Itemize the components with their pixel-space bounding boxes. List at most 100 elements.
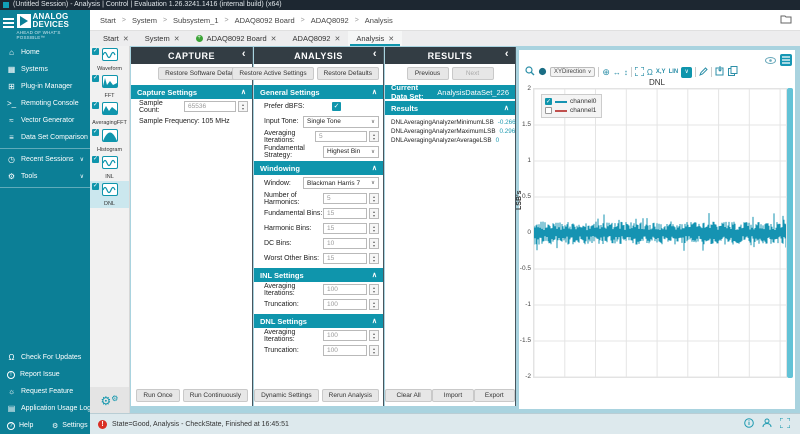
sidebar-item-tools[interactable]: ⚙Tools∨ (0, 168, 90, 185)
plugin-item-waveform[interactable]: ✓ Waveform (90, 46, 129, 73)
checkbox-checked-icon[interactable]: ✓ (92, 183, 99, 190)
close-icon[interactable]: ✕ (123, 35, 129, 43)
sidebar-item-report-issue[interactable]: !Report Issue (0, 366, 90, 383)
sidebar-item-plugin-manager[interactable]: ⊞Plug-in Manager (0, 78, 90, 95)
sidebar-item-data-set-comparison[interactable]: ≡Data Set Comparison (0, 129, 90, 146)
sample-count-input[interactable] (184, 101, 236, 112)
breadcrumb-board[interactable]: ADAQ8092 Board (235, 16, 295, 25)
xydirection-dropdown[interactable]: XYDirection∨ (550, 67, 595, 77)
fundamental-strategy-dropdown[interactable]: Highest Bin∨ (323, 146, 379, 158)
tab-system[interactable]: System✕ (137, 31, 188, 46)
restore-active-settings-button[interactable]: Restore Active Settings (232, 67, 313, 80)
tab-adaq8092-board[interactable]: +ADAQ8092 Board✕ (188, 31, 285, 46)
dnl-settings-section[interactable]: DNL Settings∧ (254, 314, 383, 328)
user-icon[interactable] (762, 418, 772, 430)
breadcrumb-analysis[interactable]: Analysis (365, 16, 393, 25)
info-icon[interactable] (744, 418, 754, 430)
fit-vertical-icon[interactable]: ↕ (624, 68, 628, 77)
close-icon[interactable]: ✕ (174, 35, 180, 43)
averaging-iterations-input[interactable] (315, 131, 367, 142)
chart-vertical-scrollbar[interactable] (787, 88, 793, 378)
fit-horizontal-icon[interactable]: ↔ (613, 68, 621, 77)
center-target-icon[interactable]: ⊕ (602, 67, 610, 78)
inl-settings-section[interactable]: INL Settings∧ (254, 268, 383, 282)
breadcrumb-subsystem[interactable]: Subsystem_1 (173, 16, 218, 25)
rerun-analysis-button[interactable]: Rerun Analysis (322, 389, 379, 402)
checkbox-checked-icon[interactable]: ✓ (92, 156, 99, 163)
plugin-item-averagingfft[interactable]: ✓ AveragingFFT (90, 100, 129, 127)
clear-all-button[interactable]: Clear All (385, 389, 432, 402)
worst-other-bins-input[interactable] (323, 253, 367, 264)
window-dropdown[interactable]: Blackman Harris 7∨ (303, 177, 379, 189)
run-once-button[interactable]: Run Once (136, 389, 179, 402)
import-button[interactable]: Import (432, 389, 473, 402)
breadcrumb-system[interactable]: System (132, 16, 157, 25)
legend-channel0[interactable]: ✓ channel0 (545, 97, 596, 106)
lin-log-toggle[interactable]: LIN (669, 69, 679, 75)
next-button[interactable]: Next (452, 67, 494, 80)
checkbox-checked-icon[interactable]: ✓ (92, 75, 99, 82)
sidebar-item-remoting-console[interactable]: >_Remoting Console (0, 95, 90, 112)
prefer-dbfs-checkbox[interactable]: ✓ (332, 102, 341, 111)
collapse-left-icon[interactable]: ‹ (242, 48, 246, 60)
worst-other-bins-stepper[interactable]: ▴▾ (369, 253, 379, 264)
tab-analysis[interactable]: Analysis✕ (348, 31, 402, 46)
previous-button[interactable]: Previous (407, 67, 449, 80)
capture-settings-section[interactable]: Capture Settings∧ (131, 85, 252, 99)
plugin-item-dnl[interactable]: ✓ DNL (90, 181, 129, 208)
export-button[interactable]: Export (474, 389, 515, 402)
sidebar-item-recent-sessions[interactable]: ◷Recent Sessions∨ (0, 151, 90, 168)
resize-icon[interactable] (780, 418, 790, 430)
plugin-item-histogram[interactable]: ✓ Histogram (90, 127, 129, 154)
checkbox-checked-icon[interactable]: ✓ (92, 102, 99, 109)
plot-area[interactable] (533, 88, 787, 378)
run-continuously-button[interactable]: Run Continuously (183, 389, 248, 402)
data-list-icon[interactable] (780, 54, 792, 66)
plugin-item-inl[interactable]: ✓ INL (90, 154, 129, 181)
results-section[interactable]: Results∧ (385, 101, 515, 115)
plugin-item-fft[interactable]: ✓ FFT (90, 73, 129, 100)
sidebar-item-application-usage-logging[interactable]: ▤Application Usage Logging (0, 400, 90, 417)
dnl-truncation-input[interactable] (323, 345, 367, 356)
sample-count-stepper[interactable]: ▴▾ (238, 101, 248, 112)
fundamental-bins-stepper[interactable]: ▴▾ (369, 208, 379, 219)
status-error-icon[interactable]: ! (98, 420, 107, 429)
collapse-left-icon[interactable]: ‹ (373, 48, 377, 60)
sidebar-item-check-for-updates[interactable]: ΩCheck For Updates (0, 349, 90, 366)
dnl-truncation-stepper[interactable]: ▴▾ (369, 345, 379, 356)
inl-averaging-input[interactable] (323, 284, 367, 295)
channel0-checkbox[interactable]: ✓ (545, 98, 552, 105)
sidebar-item-help[interactable]: ?Help (0, 422, 45, 430)
collapse-left-icon[interactable]: ‹ (505, 48, 509, 60)
close-icon[interactable]: ✕ (334, 35, 340, 43)
inl-truncation-stepper[interactable]: ▴▾ (369, 299, 379, 310)
sidebar-item-vector-generator[interactable]: ≈Vector Generator (0, 112, 90, 129)
harmonic-bins-input[interactable] (323, 223, 367, 234)
averaging-iterations-stepper[interactable]: ▴▾ (369, 131, 379, 142)
plugin-settings-gear-icon[interactable]: ⚙⚙ (90, 387, 129, 413)
inl-truncation-input[interactable] (323, 299, 367, 310)
folder-icon[interactable] (780, 14, 792, 26)
tab-start[interactable]: Start✕ (95, 31, 137, 46)
sidebar-item-request-feature[interactable]: ☼Request Feature (0, 383, 90, 400)
dnl-averaging-input[interactable] (323, 330, 367, 341)
input-tone-dropdown[interactable]: Single Tone∨ (303, 116, 379, 128)
inl-averaging-stepper[interactable]: ▴▾ (369, 284, 379, 295)
number-of-harmonics-input[interactable] (323, 193, 367, 204)
sidebar-item-systems[interactable]: ▦Systems (0, 61, 90, 78)
persistence-icon[interactable]: Ω (647, 68, 653, 77)
close-icon[interactable]: ✕ (388, 35, 394, 43)
number-of-harmonics-stepper[interactable]: ▴▾ (369, 193, 379, 204)
breadcrumb-chip[interactable]: ADAQ8092 (311, 16, 349, 25)
general-settings-section[interactable]: General Settings∧ (254, 85, 383, 99)
tab-adaq8092[interactable]: ADAQ8092✕ (285, 31, 349, 46)
dnl-averaging-stepper[interactable]: ▴▾ (369, 330, 379, 341)
checkbox-checked-icon[interactable]: ✓ (92, 48, 99, 55)
eye-icon[interactable] (765, 51, 776, 69)
windowing-section[interactable]: Windowing∧ (254, 161, 383, 175)
breadcrumb-start[interactable]: Start (100, 16, 116, 25)
dc-bins-input[interactable] (323, 238, 367, 249)
harmonic-bins-stepper[interactable]: ▴▾ (369, 223, 379, 234)
dynamic-settings-button[interactable]: Dynamic Settings (254, 389, 319, 402)
sidebar-item-settings[interactable]: ⚙Settings (45, 422, 90, 430)
